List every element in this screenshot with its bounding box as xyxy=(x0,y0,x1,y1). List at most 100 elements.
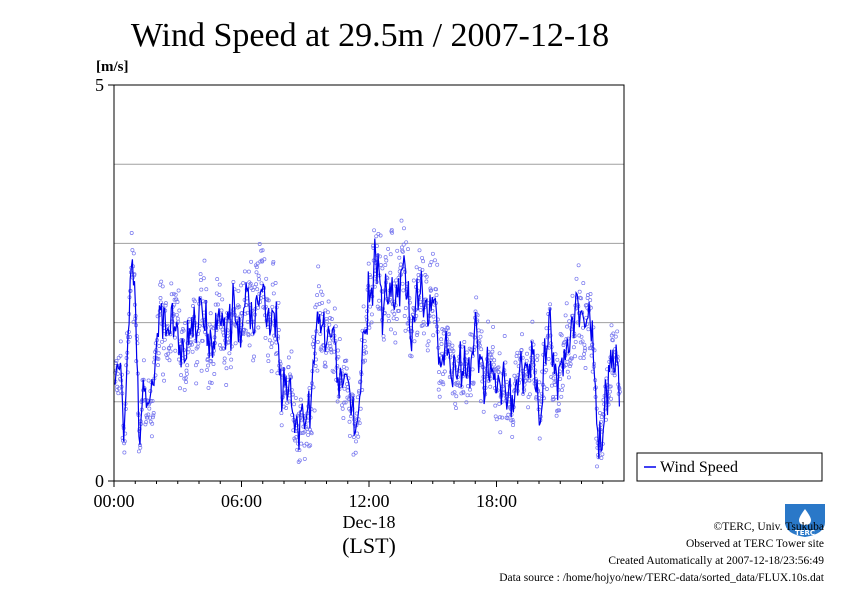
data-point xyxy=(206,385,211,390)
data-point xyxy=(454,394,459,399)
data-point xyxy=(247,343,252,348)
data-point xyxy=(311,334,316,339)
data-point xyxy=(580,339,585,344)
data-point xyxy=(165,323,170,328)
data-point xyxy=(378,233,383,238)
data-point xyxy=(404,240,409,245)
data-point xyxy=(308,430,313,435)
data-point xyxy=(402,267,407,272)
data-point xyxy=(579,296,584,301)
series-line-wind-speed xyxy=(114,238,620,459)
data-point xyxy=(612,373,617,378)
data-point xyxy=(441,331,446,336)
data-point xyxy=(456,358,461,363)
data-point xyxy=(250,288,255,293)
data-point xyxy=(154,355,159,360)
data-point xyxy=(168,349,173,354)
data-point xyxy=(131,320,136,325)
data-point xyxy=(363,344,368,349)
data-point xyxy=(340,403,344,408)
legend: Wind Speed xyxy=(636,452,823,482)
data-point xyxy=(388,270,393,275)
data-point xyxy=(126,339,131,344)
data-point xyxy=(369,312,374,317)
data-point xyxy=(562,340,567,345)
data-point xyxy=(189,342,194,347)
data-point xyxy=(130,248,135,253)
data-point xyxy=(347,419,352,424)
data-point xyxy=(415,330,420,335)
data-point xyxy=(511,423,515,428)
data-point xyxy=(204,287,209,292)
data-point xyxy=(506,412,511,417)
data-point xyxy=(572,334,577,338)
data-point xyxy=(465,393,470,398)
x-tz-label: (LST) xyxy=(342,533,396,558)
data-point xyxy=(440,380,445,385)
data-point xyxy=(208,359,213,364)
data-point xyxy=(489,356,494,360)
data-point xyxy=(189,339,194,344)
data-point xyxy=(217,282,222,287)
data-point xyxy=(554,413,559,418)
data-point xyxy=(519,348,524,352)
data-point xyxy=(394,278,399,283)
data-point xyxy=(492,358,497,363)
data-point xyxy=(367,325,372,330)
data-point xyxy=(490,345,495,350)
data-point xyxy=(191,304,195,308)
data-point xyxy=(177,308,182,313)
data-point xyxy=(390,230,395,235)
data-point xyxy=(445,325,450,330)
data-point xyxy=(498,415,502,420)
data-point xyxy=(433,258,437,263)
data-point xyxy=(421,331,426,336)
data-point xyxy=(369,320,374,325)
data-point xyxy=(471,380,476,385)
data-point xyxy=(276,300,281,305)
data-point xyxy=(146,378,151,383)
data-point xyxy=(474,295,479,300)
data-point xyxy=(256,273,261,278)
data-point xyxy=(536,395,541,400)
data-point xyxy=(431,333,436,338)
data-point xyxy=(578,355,583,360)
data-point xyxy=(246,333,251,338)
data-point xyxy=(403,328,408,333)
data-point xyxy=(342,400,347,405)
data-point xyxy=(326,299,331,304)
data-point xyxy=(323,364,328,369)
data-point xyxy=(544,368,549,373)
data-point xyxy=(462,367,467,372)
data-point xyxy=(513,360,518,365)
data-point xyxy=(227,351,232,356)
data-point xyxy=(354,439,358,444)
data-point xyxy=(599,415,604,420)
data-point xyxy=(128,288,133,293)
data-point xyxy=(211,362,216,366)
y-axis-label: [m/s] xyxy=(96,59,129,75)
data-point xyxy=(337,337,342,342)
data-point xyxy=(425,343,430,348)
data-point xyxy=(144,420,149,425)
data-point xyxy=(510,418,515,422)
data-point xyxy=(544,387,549,391)
data-point xyxy=(570,293,575,298)
data-point xyxy=(421,319,426,324)
data-point xyxy=(447,340,452,345)
data-point xyxy=(613,334,618,339)
data-point xyxy=(260,248,265,253)
data-point xyxy=(497,351,502,356)
data-point xyxy=(565,359,570,364)
data-point xyxy=(205,367,210,372)
data-point xyxy=(439,337,444,342)
data-point xyxy=(115,371,120,376)
data-point xyxy=(375,243,379,248)
data-point xyxy=(114,359,119,363)
data-point xyxy=(340,371,345,376)
data-point xyxy=(183,376,188,380)
data-point xyxy=(398,262,403,267)
data-point xyxy=(617,389,622,394)
data-point xyxy=(176,288,181,293)
data-point xyxy=(162,378,167,383)
